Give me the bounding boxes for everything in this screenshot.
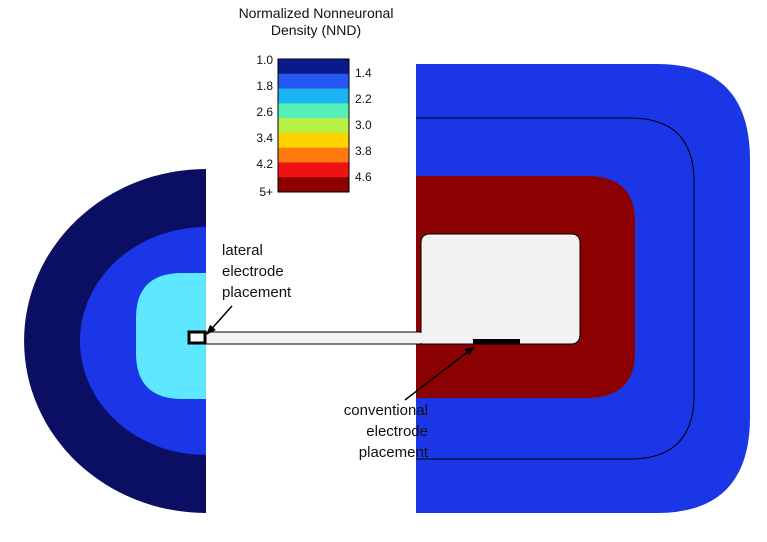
colorbar-swatch — [278, 59, 349, 75]
colorbar-swatch — [278, 118, 349, 134]
legend-left-label: 2.6 — [256, 105, 273, 119]
legend-right-label: 2.2 — [355, 92, 372, 106]
legend-right-label: 1.4 — [355, 66, 372, 80]
lateral-zone-inner — [136, 273, 206, 399]
lateral-electrode-label: lateral electrode placement — [222, 240, 291, 303]
lateral-tissue-region — [24, 169, 206, 513]
legend-title-line-2: Density (NND) — [270, 22, 362, 38]
legend-title-line-1: Normalized Nonneuronal — [238, 5, 394, 21]
conventional-label-line-1: conventional — [343, 402, 428, 419]
implant-head — [420, 233, 581, 345]
legend-left-label: 5+ — [259, 185, 273, 199]
conventional-label-line-3: placement — [358, 444, 428, 461]
colorbar-swatch — [278, 88, 349, 104]
colorbar-swatch — [278, 132, 349, 149]
legend-right-label: 3.0 — [355, 118, 372, 132]
lateral-electrode — [187, 330, 207, 345]
legend-left-label: 3.4 — [256, 131, 273, 145]
legend-left-label: 1.0 — [256, 53, 273, 67]
conventional-arrow — [404, 346, 475, 401]
conventional-label-line-2: electrode — [366, 423, 428, 440]
conventional-electrode-label: conventional electrode placement — [308, 400, 428, 463]
legend-left-label: 1.8 — [256, 79, 273, 93]
conventional-zone-boundary — [416, 117, 695, 460]
legend-right-label: 4.6 — [355, 170, 372, 184]
lateral-label-line-2: electrode — [222, 263, 284, 280]
legend-right-label: 3.8 — [355, 144, 372, 158]
colorbar-swatch — [278, 103, 349, 119]
lateral-arrow — [206, 305, 233, 335]
colorbar — [277, 58, 350, 193]
colorbar-swatch — [278, 177, 349, 193]
legend-left-label: 4.2 — [256, 157, 273, 171]
colorbar-swatch — [278, 73, 349, 90]
colorbar-swatch — [278, 147, 349, 163]
implant-shank-cover — [420, 333, 423, 343]
lateral-label-line-1: lateral — [222, 242, 263, 259]
conventional-electrode — [473, 339, 520, 344]
colorbar-border — [277, 58, 350, 193]
lateral-label-line-3: placement — [222, 284, 292, 301]
colorbar-swatch — [278, 162, 349, 178]
implant-shank — [191, 331, 425, 345]
